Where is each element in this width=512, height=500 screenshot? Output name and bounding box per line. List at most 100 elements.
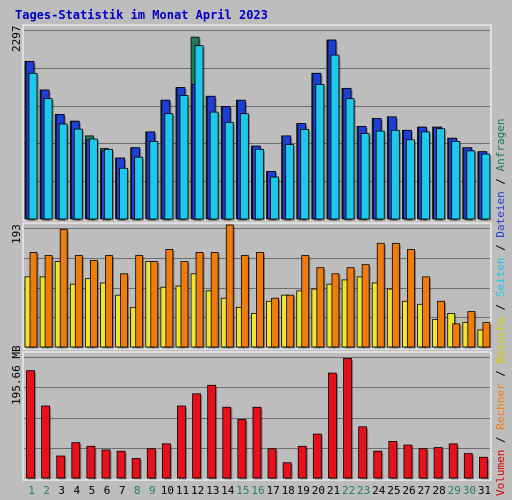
bar-seiten	[481, 153, 491, 220]
legend-item: Rechner	[494, 383, 507, 430]
bar-volumen	[56, 455, 66, 479]
legend-item: Volumen	[494, 450, 507, 496]
day-label: 19	[297, 484, 310, 497]
bar-rechner	[59, 228, 68, 348]
day-label: 24	[372, 484, 386, 497]
bar-rechner	[482, 322, 491, 348]
bar-volumen	[146, 448, 156, 479]
legend-item: Dateien	[494, 191, 507, 237]
bar-rechner	[165, 248, 174, 348]
bar-rechner	[407, 248, 415, 348]
bar-seiten	[179, 95, 189, 220]
day-label: 31	[478, 484, 491, 497]
bar-seiten	[436, 128, 446, 220]
day-label: 21	[327, 484, 340, 497]
bar-rechner	[271, 297, 279, 348]
bar-rechner	[150, 261, 159, 348]
bar-rechner	[452, 323, 461, 348]
bar-volumen	[267, 448, 277, 479]
bar-seiten	[209, 111, 219, 220]
legend-item: /	[494, 297, 507, 317]
day-label: 5	[89, 484, 96, 497]
day-label: 10	[161, 484, 174, 497]
bar-rechner	[361, 264, 370, 348]
bar-seiten	[451, 141, 461, 220]
day-label: 3	[58, 484, 65, 497]
day-label: 23	[357, 484, 370, 497]
bar-volumen	[161, 443, 171, 479]
bar-volumen	[86, 445, 96, 479]
bar-rechner	[120, 273, 128, 348]
bar-volumen	[71, 442, 81, 479]
bar-volumen	[177, 405, 186, 479]
bar-seiten	[390, 129, 400, 220]
bar-seiten	[406, 139, 415, 220]
bar-seiten	[149, 141, 159, 220]
bar-volumen	[282, 462, 292, 479]
bar-rechner	[89, 259, 98, 348]
legend-item: /	[494, 171, 507, 191]
bar-seiten	[466, 150, 476, 220]
bar-volumen	[403, 444, 413, 479]
bar-seiten	[375, 130, 385, 220]
bar-rechner	[240, 255, 249, 348]
bar-volumen	[358, 426, 368, 479]
bar-seiten	[73, 128, 83, 220]
bar-volumen	[252, 406, 262, 479]
bar-volumen	[222, 406, 232, 479]
bar-rechner	[256, 252, 264, 348]
bar-seiten	[360, 133, 370, 220]
bar-seiten	[104, 148, 113, 220]
bar-volumen	[116, 450, 126, 479]
scale-label-requests: 2297	[10, 26, 23, 53]
day-label: 4	[74, 484, 81, 497]
legend: Volumen / Rechner / Besuche / Seiten / D…	[494, 118, 507, 496]
legend-item: Besuche	[494, 317, 507, 363]
legend-item: Seiten	[494, 258, 507, 298]
bar-rechner	[286, 294, 295, 348]
bar-volumen	[479, 456, 488, 479]
day-label: 27	[417, 484, 430, 497]
scale-label-visits: 193	[10, 224, 23, 244]
bar-rechner	[105, 255, 113, 348]
legend-item: /	[494, 238, 507, 258]
day-label: 17	[266, 484, 279, 497]
bar-volumen	[343, 358, 352, 479]
bar-rechner	[210, 252, 219, 348]
bar-volumen	[433, 447, 443, 479]
bar-seiten	[421, 131, 430, 220]
legend-item: /	[494, 430, 507, 450]
scale-label-volume: 195.66 MB	[10, 345, 23, 405]
bar-volumen	[101, 449, 111, 479]
bar-seiten	[164, 113, 174, 220]
bar-seiten	[270, 176, 279, 220]
day-label: 18	[282, 484, 295, 497]
legend-item: /	[494, 364, 507, 384]
bar-volumen	[373, 450, 383, 479]
bar-volumen	[192, 393, 201, 479]
bar-volumen	[418, 448, 428, 479]
bar-volumen	[237, 419, 247, 479]
bar-rechner	[391, 242, 400, 348]
bar-seiten	[224, 122, 234, 220]
bar-volumen	[328, 372, 337, 479]
day-label: 12	[191, 484, 204, 497]
day-label: 25	[387, 484, 400, 497]
day-label: 11	[176, 484, 189, 497]
bar-seiten	[28, 72, 38, 220]
bar-seiten	[255, 148, 264, 220]
bar-rechner	[29, 252, 38, 348]
bar-rechner	[331, 273, 340, 348]
day-label: 2	[43, 484, 50, 497]
day-label: 28	[433, 484, 446, 497]
day-label: 20	[312, 484, 325, 497]
bars-layer	[24, 36, 492, 480]
bar-rechner	[376, 242, 385, 348]
day-label: 14	[221, 484, 235, 497]
bar-seiten	[119, 167, 128, 220]
bar-seiten	[134, 156, 144, 220]
bar-volumen	[26, 370, 35, 479]
day-label: 9	[149, 484, 156, 497]
day-label: 16	[251, 484, 264, 497]
bar-rechner	[346, 267, 355, 348]
